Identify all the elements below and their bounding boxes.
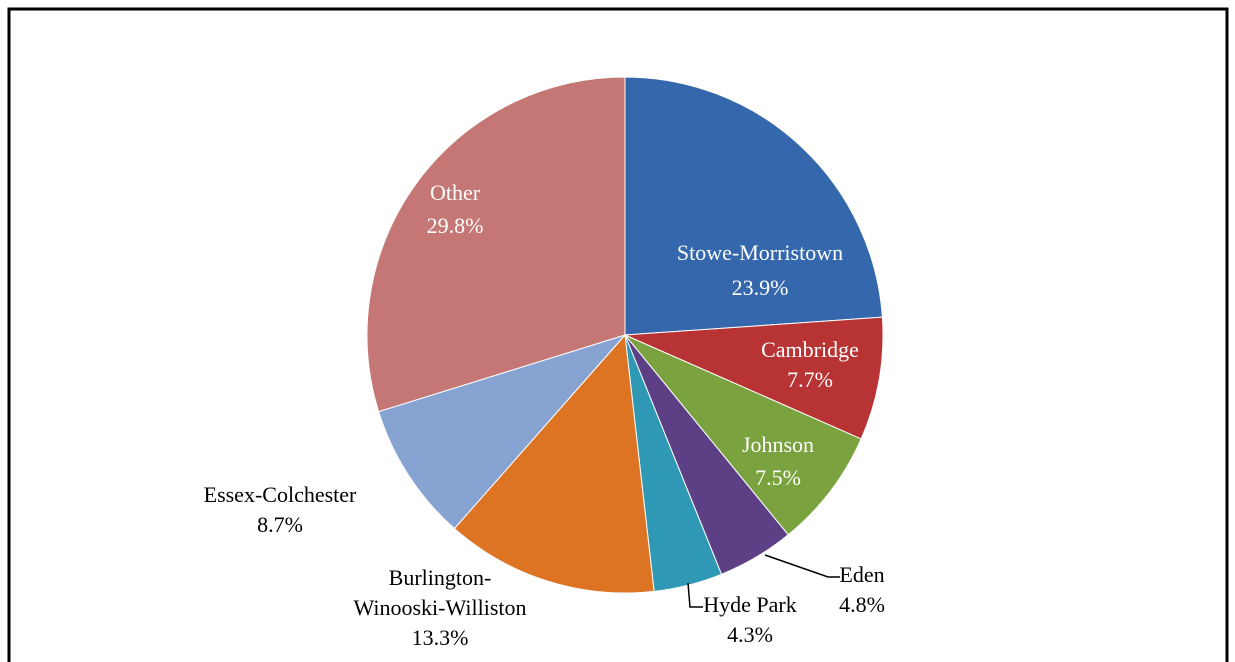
value-label: 4.3% [727,622,773,647]
value-label: 13.3% [412,625,469,650]
value-label: 8.7% [257,512,303,537]
value-label: 4.8% [839,592,885,617]
slice [366,76,626,413]
labels: Stowe-Morristown 23.9% Cambridge 7.7% Johnso… [204,180,885,650]
slice-label: Other [430,180,481,205]
pie [366,76,884,594]
value-label: 29.8% [427,213,484,238]
value-label: 23.9% [732,275,789,300]
slice [624,76,883,336]
slice-label: Essex-Colchester [204,482,357,507]
slice-label: Johnson [742,432,814,457]
leader-line [687,582,703,608]
slice [378,333,627,530]
value-label: 7.7% [787,367,833,392]
slice [624,334,862,536]
slice-label: Eden [839,562,884,587]
value-label: 7.5% [755,465,801,490]
leader-line [764,554,840,578]
slice-label: Stowe-Morristown [677,240,843,265]
slice [453,333,655,594]
slice-label: Cambridge [761,337,859,362]
slice [624,316,884,440]
slice-label: Hyde Park [703,592,796,617]
slice-label: Burlington-Winooski-Williston [353,565,526,620]
